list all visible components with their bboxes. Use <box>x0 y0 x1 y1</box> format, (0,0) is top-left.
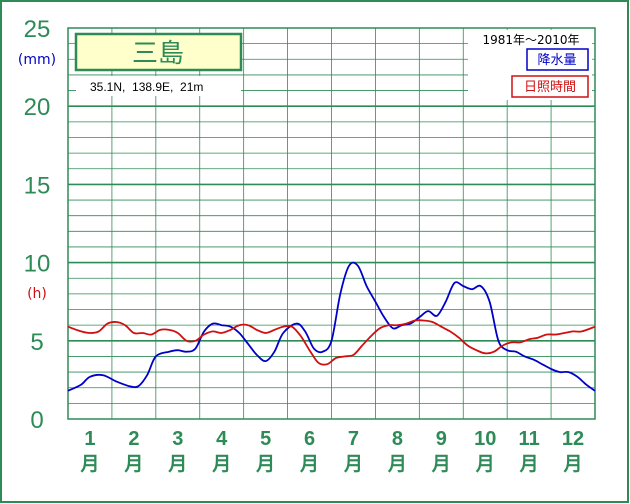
month-suffix-label: 月 <box>79 453 99 475</box>
month-number-label: 1 <box>84 428 95 450</box>
month-number-label: 9 <box>436 428 447 450</box>
month-suffix-label: 月 <box>431 453 451 475</box>
axis-labels: 0 5 10 15 20 25 1 月 2 月 3 月 4 月 5 月 6 月 7 月 8 月 9 月 10 月 11 月 12 月 <box>24 16 585 475</box>
legend-sun-label: 日照時間 <box>524 80 576 95</box>
month-suffix-label: 月 <box>343 453 363 475</box>
month-number-label: 3 <box>172 428 183 450</box>
y-tick-label: 20 <box>24 94 51 121</box>
unit-precip: (mm) <box>18 52 56 68</box>
month-number-label: 4 <box>216 428 228 450</box>
month-number-label: 7 <box>348 428 359 450</box>
legend-sun-box <box>511 75 589 98</box>
month-suffix-label: 月 <box>563 453 583 475</box>
y-tick-label: 5 <box>30 329 43 356</box>
legend-precip-label: 降水量 <box>537 53 576 68</box>
month-suffix-label: 月 <box>519 453 539 475</box>
period-label: 1981年〜2010年 <box>482 33 579 47</box>
series-lines <box>67 261 596 392</box>
unit-sun: (h) <box>27 286 47 302</box>
station-name: 三島 <box>132 39 184 69</box>
station-coords: 35.1N, 138.9E, 21m <box>90 80 203 94</box>
month-number-label: 6 <box>304 428 315 450</box>
month-suffix-label: 月 <box>123 453 143 475</box>
month-suffix-label: 月 <box>211 453 231 475</box>
month-suffix-label: 月 <box>299 453 319 475</box>
station-name-box <box>74 32 243 72</box>
coords-box <box>76 76 241 96</box>
month-number-label: 8 <box>392 428 403 450</box>
month-suffix-label: 月 <box>387 453 407 475</box>
legend-precip-box <box>526 48 589 71</box>
month-suffix-label: 月 <box>255 453 275 475</box>
series-line-sunshine <box>67 319 596 366</box>
month-number-label: 11 <box>519 428 540 450</box>
y-tick-label: 25 <box>24 16 51 43</box>
month-suffix-label: 月 <box>167 453 187 475</box>
y-tick-label: 0 <box>30 407 43 434</box>
month-number-label: 10 <box>474 428 496 450</box>
y-tick-label: 10 <box>24 251 51 278</box>
plot-border <box>67 27 596 420</box>
month-suffix-label: 月 <box>475 453 495 475</box>
month-number-label: 5 <box>260 428 271 450</box>
y-tick-label: 15 <box>24 172 51 199</box>
series-line-precipitation <box>67 261 596 392</box>
month-number-label: 2 <box>128 428 139 450</box>
month-number-label: 12 <box>562 428 584 450</box>
